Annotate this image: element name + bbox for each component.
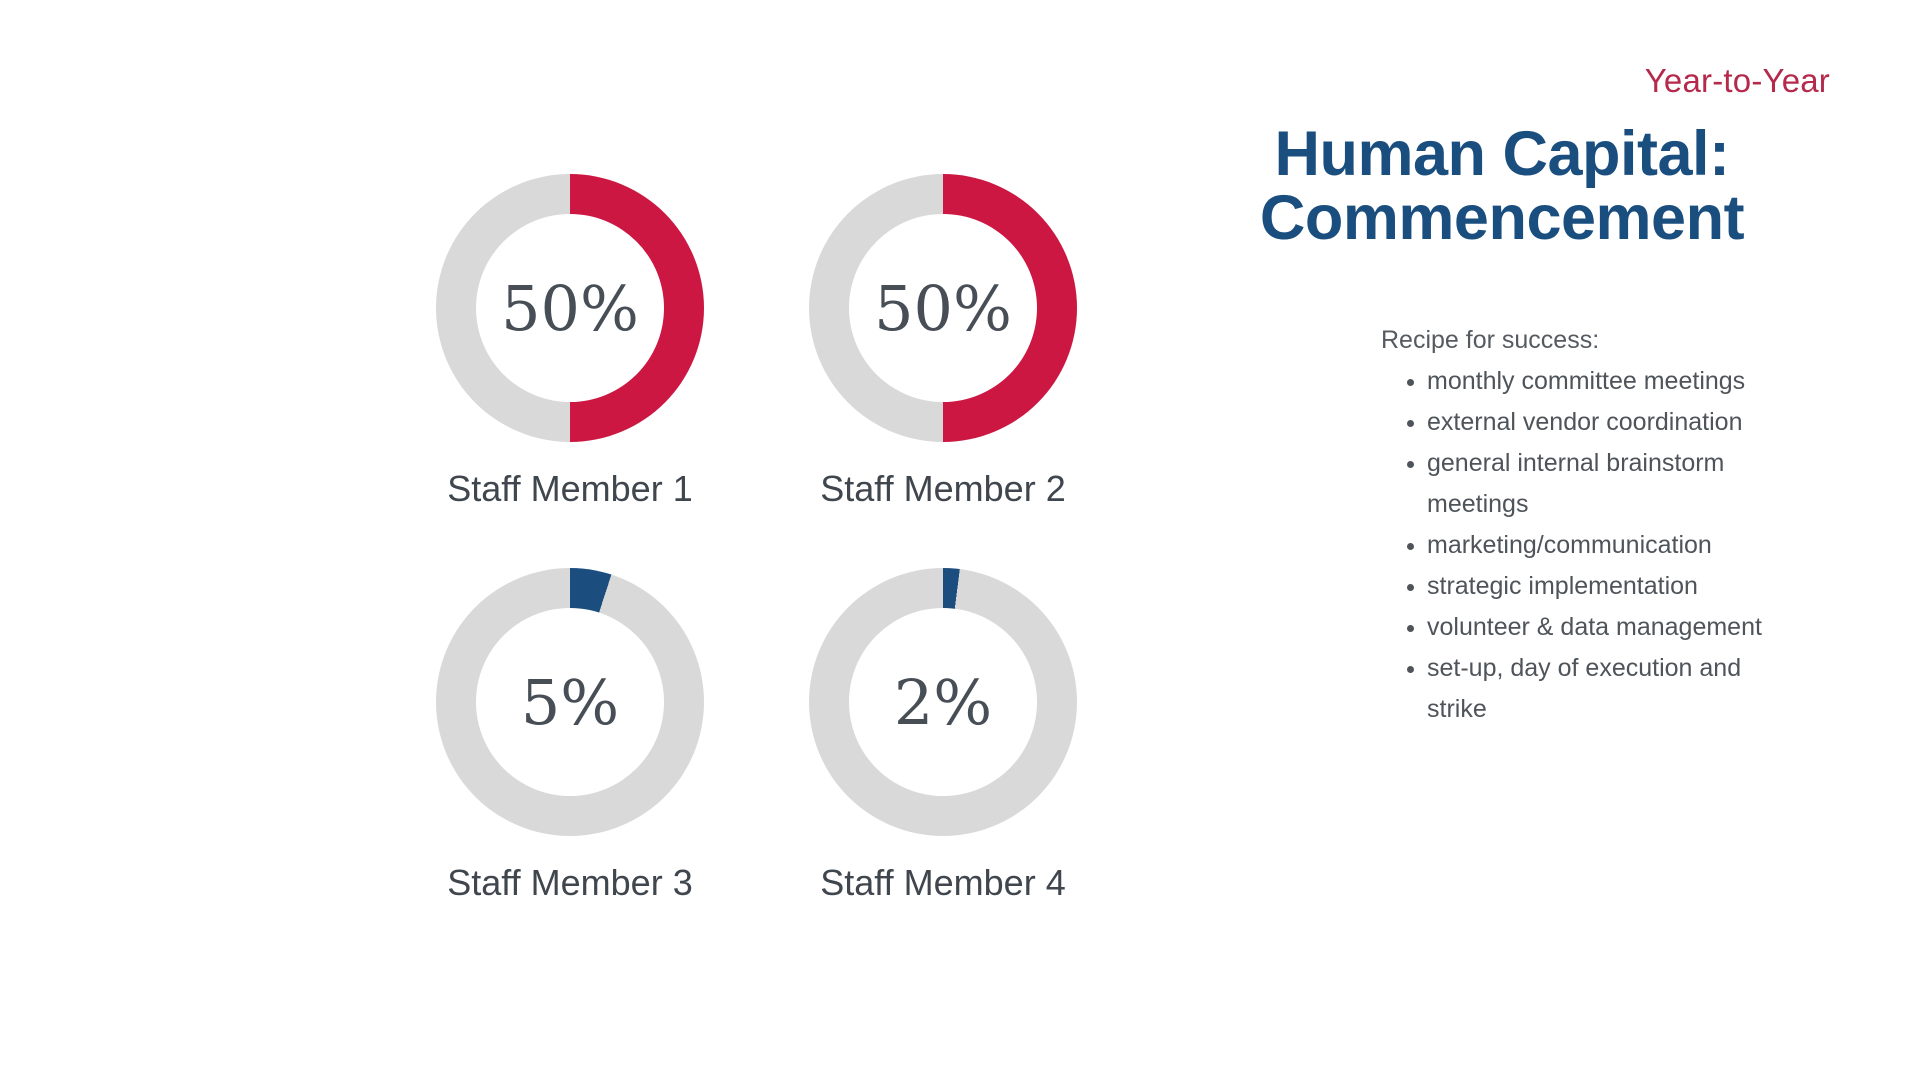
- donut-chart-card: 2% Staff Member 4: [773, 568, 1113, 904]
- donut-percent-value: 50%: [501, 271, 639, 345]
- donut-chart-label: Staff Member 3: [447, 862, 693, 903]
- donut-percent-value: 5%: [520, 665, 620, 739]
- donut-ring: 50%: [809, 174, 1077, 442]
- donut-chart-label: Staff Member 2: [820, 468, 1066, 509]
- donut-ring: 2%: [809, 568, 1077, 836]
- eyebrow-label: Year-to-Year: [1644, 62, 1830, 99]
- donut-percent-value: 50%: [874, 271, 1012, 345]
- recipe-section: Recipe for success: monthly committee me…: [1381, 320, 1801, 730]
- page-title-line2: Commencement: [1259, 183, 1745, 253]
- recipe-bullet-item: strategic implementation: [1427, 566, 1801, 607]
- recipe-heading: Recipe for success:: [1381, 326, 1600, 354]
- donut-ring: 5%: [436, 568, 704, 836]
- donut-chart-card: 5% Staff Member 3: [400, 568, 740, 904]
- recipe-bullet-item: marketing/communication: [1427, 525, 1801, 566]
- donut-chart-card: 50% Staff Member 2: [773, 174, 1113, 510]
- recipe-bullet-item: external vendor coordination: [1427, 402, 1801, 443]
- donut-chart-card: 50% Staff Member 1: [400, 174, 740, 510]
- recipe-bullet-item: set-up, day of execution and strike: [1427, 648, 1801, 730]
- donut-chart-label: Staff Member 1: [447, 468, 693, 509]
- donut-ring: 50%: [436, 174, 704, 442]
- recipe-bullet-item: general internal brainstorm meetings: [1427, 443, 1801, 525]
- page-title: Human Capital: Commencement: [1140, 122, 1864, 250]
- donut-chart-label: Staff Member 4: [820, 862, 1066, 903]
- donut-percent-value: 2%: [893, 665, 993, 739]
- recipe-bullet-item: volunteer & data management: [1427, 607, 1801, 648]
- page-title-line1: Human Capital:: [1274, 119, 1730, 189]
- recipe-bullet-item: monthly committee meetings: [1427, 361, 1801, 402]
- recipe-list: monthly committee meetingsexternal vendo…: [1381, 361, 1801, 730]
